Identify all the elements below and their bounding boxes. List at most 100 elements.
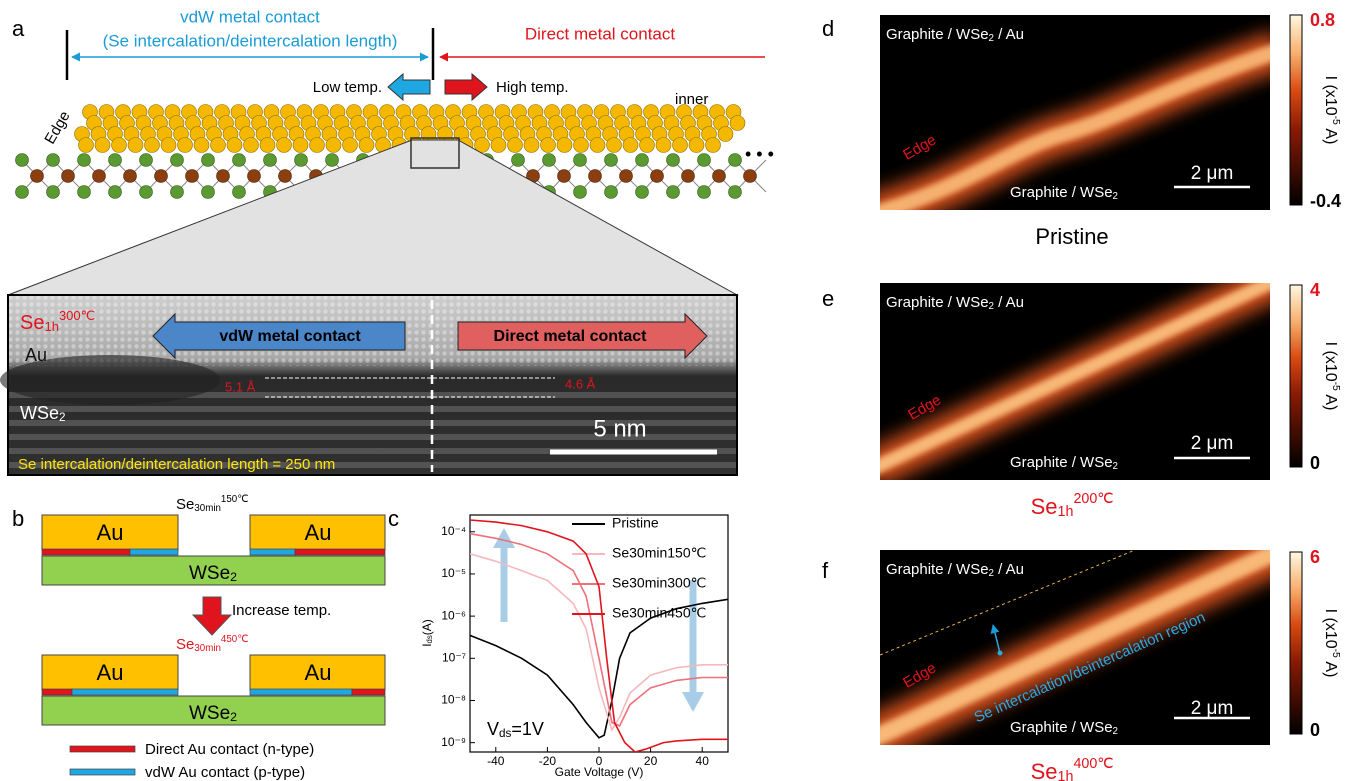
au-atom [326,138,341,153]
layer-label-part: 2 [230,710,237,724]
w-atom [713,170,726,183]
map-label-part: / Au [994,26,1024,43]
tem-layer: Au [25,345,47,365]
map-label-part: 2 [1113,726,1118,737]
map-caption: Se1h400℃ [1031,756,1114,781]
y-axis-label-part: ds [425,635,434,643]
annotation-part: =1V [511,719,544,739]
au-atom [310,138,325,153]
map-caption-part: 1h [1058,504,1074,520]
se-atom [47,154,60,167]
scale-label: 5 nm [593,415,646,442]
cbar-label-part: A) [1322,658,1339,678]
colorbar [1290,285,1302,467]
au-atom [343,138,358,153]
se-atom [16,186,29,199]
cbar-min: 0 [1310,720,1320,740]
cbar-max: 4 [1310,280,1320,300]
pad-label: Au [305,520,332,545]
p-contact [72,689,178,695]
w-atom [186,170,199,183]
panel-label: d [822,16,834,41]
condition: Se30min150℃ [176,494,248,514]
panel-label: e [822,286,834,311]
map-caption-part: 1h [1058,769,1074,781]
se-atom [295,154,308,167]
se-atom [729,154,742,167]
map-label-part: 2 [1113,191,1118,202]
block-arrow [445,74,487,100]
se-atom [729,186,742,199]
y-tick-label: 10⁻⁵ [441,566,466,580]
cbar-label-part: I (x10 [1322,76,1339,116]
se-atom [233,154,246,167]
au-atom [508,138,523,153]
y-axis-label: Ids(A) [420,619,434,647]
p-contact [250,549,295,555]
se-atom [636,186,649,199]
tem-sample-part: Se [20,312,44,334]
tem-layer: WSe2 [20,403,66,424]
w-atom [682,170,695,183]
inner-label: inner [675,91,708,108]
au-atom [623,138,638,153]
se-atom [16,154,29,167]
panel-label: c [388,506,399,531]
se-atom [605,154,618,167]
cbar-min: 0 [1310,453,1320,473]
edge-label: Edge [41,108,73,147]
tem-layer-part: 2 [59,411,66,424]
se-atom [574,154,587,167]
se-atom [698,154,711,167]
scale-label: 2 μm [1191,163,1234,184]
layer-label-part: WSe [189,703,230,724]
au-atom [260,138,275,153]
block-arrow [388,74,430,100]
y-axis-label-part: (A) [420,619,434,635]
legend-label: Se30min150℃ [612,545,706,561]
se-atom [233,186,246,199]
au-atom [491,138,506,153]
cbar-label-part: I (x10 [1322,609,1339,649]
tem-sample-part: 1h [44,319,58,334]
ellipsis: • • • [745,144,774,164]
spacing-label: 5.1 Å [225,379,256,394]
contact-label: vdW metal contact [180,7,320,26]
au-atom [541,138,556,153]
map-caption: Pristine [1035,224,1108,249]
se-atom [667,154,680,167]
block-arrow [193,597,231,635]
au-atom [359,138,374,153]
au-atom [161,138,176,153]
condition-part: 450℃ [221,634,248,645]
map-label-part: Graphite / WSe [886,561,989,578]
se-atom [326,154,339,167]
contact-label: (Se intercalation/deintercalation length… [103,31,398,50]
au-atom [673,138,688,153]
w-atom [248,170,261,183]
w-atom [217,170,230,183]
w-atom [155,170,168,183]
w-atom [124,170,137,183]
page: abcdefvdW metal contact(Se intercalation… [0,0,1347,781]
layer-label-part: 2 [230,570,237,584]
au-atom [277,138,292,153]
cbar-label: I (x10-5 A) [1322,609,1341,678]
map-label-part: Graphite / WSe [886,294,989,311]
p-contact [250,689,352,695]
p-contact [130,549,178,555]
se-atom [543,154,556,167]
au-atom [607,138,622,153]
se-atom [605,186,618,199]
y-tick-label: 10⁻⁴ [441,524,466,538]
au-atom [706,138,721,153]
y-tick-label: 10⁻⁷ [442,650,466,664]
au-atom [244,138,259,153]
se-atom [78,154,91,167]
condition-part: 30min [194,503,221,514]
cbar-label-part: -5 [1330,116,1341,125]
se-atom [109,186,122,199]
au-atom [128,138,143,153]
map-caption-part: Pristine [1035,224,1108,249]
spacing-label: 4.6 Å [565,376,596,391]
